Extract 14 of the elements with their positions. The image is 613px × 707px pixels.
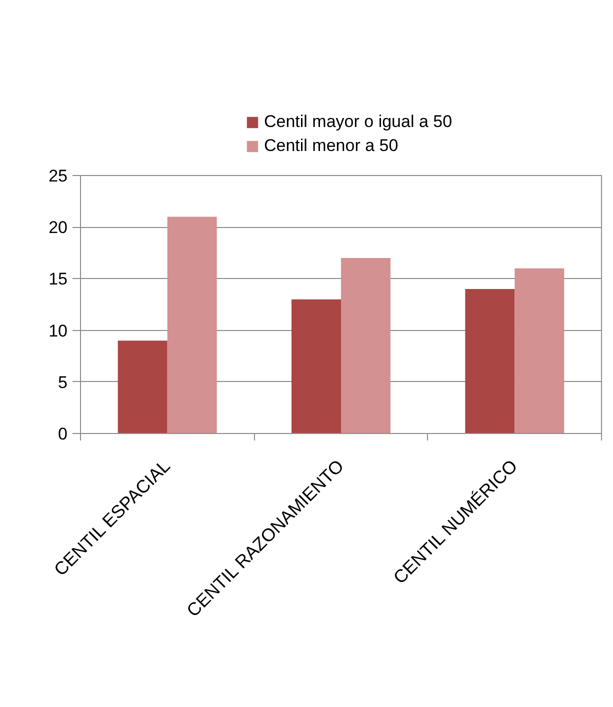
y-tick-label: 5 [58, 372, 68, 392]
bar [167, 216, 217, 434]
y-tick-label: 0 [58, 424, 68, 444]
bar [292, 299, 341, 434]
bar [341, 258, 390, 434]
y-tick-label: 25 [48, 166, 68, 186]
legend-label: Centil menor a 50 [264, 136, 398, 156]
bar [118, 340, 168, 434]
y-tick-label: 10 [48, 321, 68, 340]
legend-label: Centil mayor o igual a 50 [264, 112, 452, 132]
bar [465, 289, 515, 434]
bar [514, 268, 564, 434]
y-tick-label: 20 [48, 218, 68, 238]
y-tick-label: 15 [48, 270, 68, 289]
